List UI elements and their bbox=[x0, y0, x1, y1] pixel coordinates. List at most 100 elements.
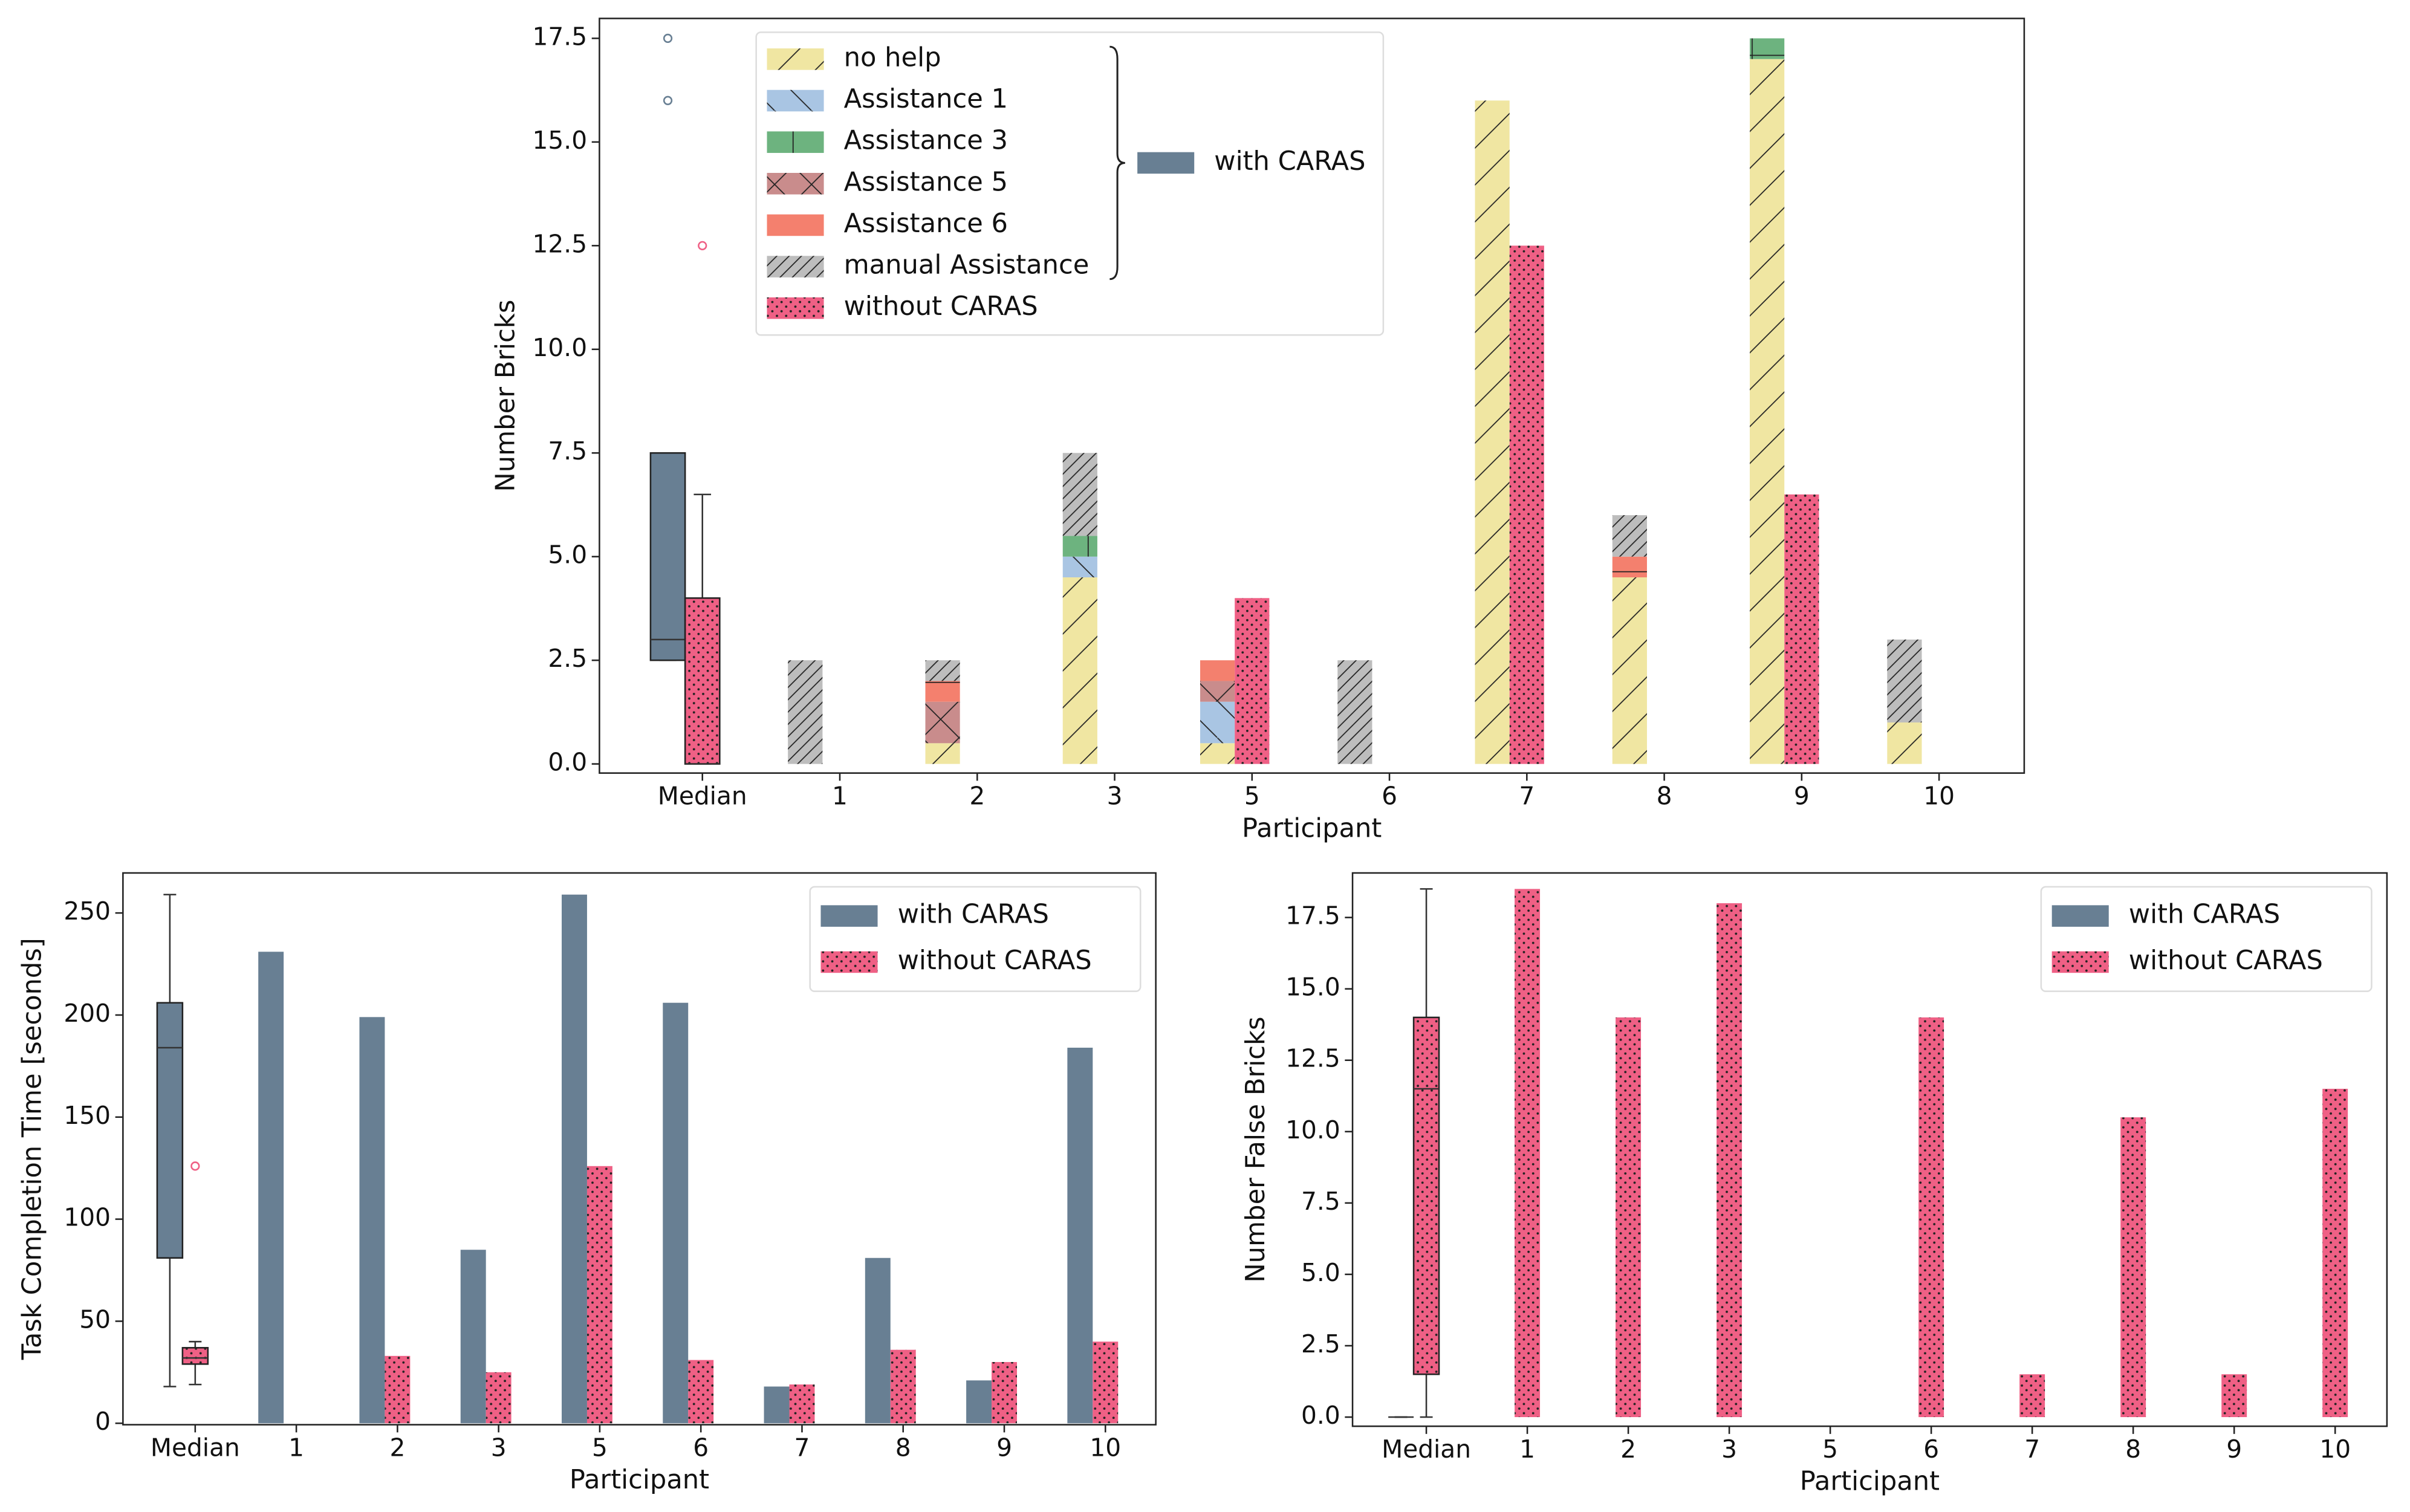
x-tick-label: 2 bbox=[1620, 1435, 1636, 1464]
x-axis-label: Participant bbox=[1800, 1467, 1940, 1497]
bar-segment bbox=[1887, 722, 1922, 764]
bar bbox=[688, 1360, 714, 1424]
bar bbox=[2019, 1374, 2045, 1418]
x-tick-label: 8 bbox=[895, 1433, 911, 1462]
legend-brace bbox=[1109, 45, 1125, 281]
flier bbox=[190, 1161, 200, 1171]
bar-segment bbox=[1200, 681, 1235, 702]
legend-swatch bbox=[820, 951, 878, 973]
bar bbox=[966, 1380, 992, 1424]
bar bbox=[562, 894, 587, 1424]
y-tick-label: 17.5 bbox=[1285, 901, 1340, 930]
box bbox=[1412, 1016, 1440, 1375]
bar-segment bbox=[1062, 577, 1097, 764]
legend-frame bbox=[2040, 886, 2373, 992]
y-tick-label: 100 bbox=[63, 1203, 111, 1232]
legend-label: Assistance 1 bbox=[844, 84, 1008, 114]
bar bbox=[1515, 889, 1541, 1418]
legend-swatch bbox=[820, 905, 878, 927]
x-tick-label: 1 bbox=[1519, 1435, 1535, 1464]
bar bbox=[992, 1361, 1017, 1424]
bar bbox=[385, 1355, 411, 1424]
x-tick-label: 5 bbox=[592, 1433, 608, 1462]
bar bbox=[789, 1384, 815, 1424]
x-tick-label: 10 bbox=[2319, 1435, 2351, 1464]
bar-segment bbox=[788, 660, 823, 764]
bar-segment bbox=[1475, 100, 1510, 764]
legend: with CARAS without CARAS bbox=[2040, 886, 2373, 992]
y-tick-label: 7.5 bbox=[548, 436, 587, 466]
y-tick-label: 10.0 bbox=[1285, 1115, 1340, 1144]
bar-segment bbox=[1612, 577, 1647, 764]
bar-segment bbox=[925, 681, 960, 702]
y-tick-label: 200 bbox=[63, 999, 111, 1028]
x-tick-label: 1 bbox=[288, 1433, 304, 1462]
x-tick-label: 7 bbox=[794, 1433, 810, 1462]
bar-segment bbox=[1750, 38, 1785, 59]
legend-swatch bbox=[767, 131, 824, 153]
bar-segment bbox=[925, 660, 960, 681]
bar bbox=[1918, 1017, 1944, 1418]
y-tick-label: 5.0 bbox=[1301, 1258, 1340, 1287]
x-tick-label: 2 bbox=[969, 781, 985, 810]
y-tick-label: 17.5 bbox=[533, 22, 588, 51]
subplot: 0.0 2.5 5.0 7.5 10.0 12.5 15.0 17.5 Median 1 2 3 5 6 7… bbox=[490, 18, 2025, 843]
bar bbox=[1784, 494, 1819, 764]
box bbox=[649, 452, 686, 661]
bar-segment bbox=[925, 743, 960, 764]
plot-frame bbox=[122, 872, 1157, 1426]
x-axis-label: Participant bbox=[570, 1465, 709, 1495]
x-axis-label: Participant bbox=[1242, 813, 1382, 843]
y-tick-label: 0.0 bbox=[1301, 1401, 1340, 1430]
legend-label: with CARAS bbox=[2129, 900, 2280, 930]
flier bbox=[663, 96, 673, 105]
bar-segment bbox=[1337, 660, 1372, 764]
y-tick-label: 7.5 bbox=[1301, 1187, 1340, 1216]
x-tick-label: Median bbox=[151, 1433, 240, 1462]
bar bbox=[890, 1349, 916, 1424]
x-tick-label: 7 bbox=[2024, 1435, 2040, 1464]
bar bbox=[663, 1002, 689, 1424]
y-tick-label: 150 bbox=[63, 1101, 111, 1130]
bar-segment bbox=[1200, 660, 1235, 681]
x-tick-label: 6 bbox=[1382, 781, 1397, 810]
legend-swatch bbox=[767, 48, 824, 70]
legend-label: Assistance 3 bbox=[844, 126, 1008, 156]
bar bbox=[1235, 598, 1270, 764]
y-tick-label: 50 bbox=[79, 1305, 111, 1334]
bar-segment bbox=[1612, 556, 1647, 578]
bar bbox=[486, 1372, 512, 1424]
y-tick-label: 5.0 bbox=[548, 540, 587, 569]
legend-label: without CARAS bbox=[844, 291, 1038, 322]
bar-segment bbox=[1062, 536, 1097, 557]
x-tick-label: 1 bbox=[832, 781, 848, 810]
y-tick-label: 0 bbox=[95, 1407, 111, 1436]
y-tick-label: 2.5 bbox=[1301, 1329, 1340, 1358]
y-tick-label: 250 bbox=[63, 897, 111, 926]
x-tick-label: Median bbox=[658, 781, 747, 810]
x-tick-label: 9 bbox=[996, 1433, 1012, 1462]
y-tick-label: 0.0 bbox=[548, 748, 587, 777]
legend-label: without CARAS bbox=[898, 946, 1092, 976]
y-axis-label: Number False Bricks bbox=[1241, 1016, 1271, 1282]
bar-segment bbox=[1200, 743, 1235, 764]
x-tick-label: 3 bbox=[1107, 781, 1123, 810]
legend: no help Assistance 1 Assistance 3 Assistanc… bbox=[755, 31, 1385, 336]
legend-swatch bbox=[767, 214, 824, 236]
plot-frame bbox=[599, 18, 2025, 774]
subplot: 0.0 2.5 5.0 7.5 10.0 12.5 15.0 17.5 Median 1 2 3 5 6 7… bbox=[1241, 872, 2388, 1497]
flier bbox=[663, 33, 673, 44]
flier bbox=[698, 241, 707, 250]
bar bbox=[2120, 1117, 2146, 1418]
legend-frame bbox=[809, 886, 1142, 992]
bar-segment bbox=[1887, 639, 1922, 723]
bar-segment bbox=[1200, 701, 1235, 744]
bar-segment bbox=[1750, 59, 1785, 764]
legend-swatch bbox=[2051, 951, 2109, 973]
legend-label: without CARAS bbox=[2129, 946, 2323, 976]
bar bbox=[865, 1257, 891, 1424]
bar-segment bbox=[925, 701, 960, 744]
y-tick-label: 12.5 bbox=[1285, 1044, 1340, 1073]
bar-segment bbox=[1062, 453, 1097, 536]
